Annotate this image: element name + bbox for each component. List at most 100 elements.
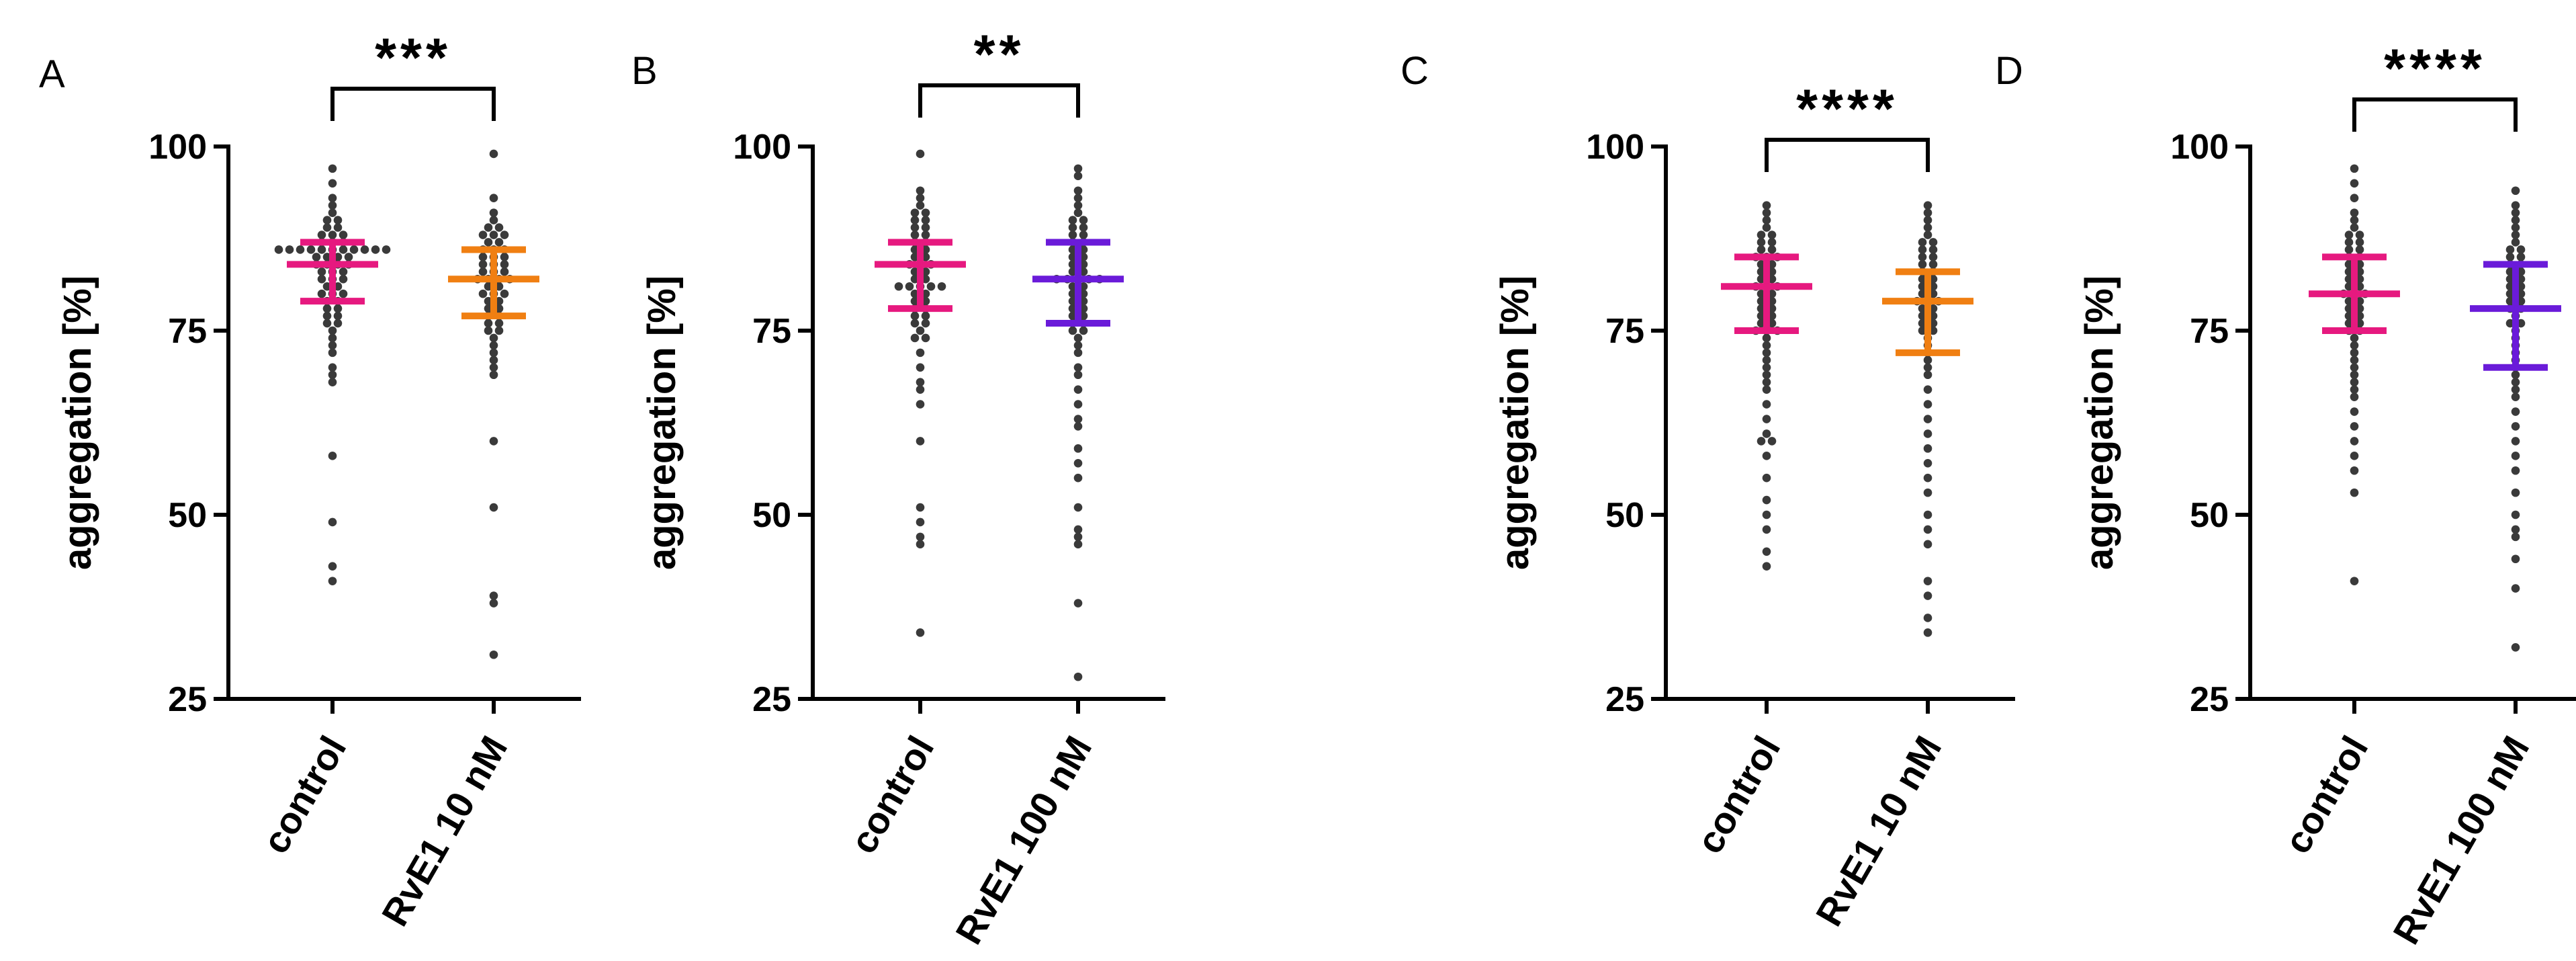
data-point [500,289,509,298]
data-point [1762,201,1771,210]
panel-letter: D [1995,49,2023,93]
data-point [916,503,925,512]
y-axis-label: aggregation [%] [640,276,684,570]
data-point [921,208,930,217]
data-point [1073,164,1083,173]
data-point [1762,223,1771,232]
data-point [1762,562,1771,571]
data-point [328,326,337,335]
data-point [494,326,504,335]
data-point [489,370,498,380]
data-point [921,231,930,239]
y-tick-label: 100 [1586,128,1644,167]
data-point [306,245,316,254]
data-point [916,186,925,196]
data-point [2511,186,2520,196]
data-point [322,311,332,321]
category-label: control [254,729,354,861]
data-point [916,628,925,637]
data-point [2350,223,2359,232]
data-point [2355,245,2364,254]
data-point [1073,444,1083,453]
data-point [1923,525,1933,534]
data-point [322,223,332,232]
data-point [339,289,348,298]
data-point [916,326,925,335]
data-point [1923,577,1933,585]
data-point [1762,429,1771,438]
data-point [2350,466,2359,475]
data-point [1762,333,1771,343]
panel-letter: C [1401,49,1429,93]
data-point [2511,216,2520,224]
data-point [1079,231,1088,239]
data-point [2511,385,2520,394]
data-point [328,363,337,372]
data-point [500,253,509,261]
category-label: RvE1 10 nM [1808,729,1950,933]
data-point [1762,415,1771,423]
data-point [1762,525,1771,534]
data-point [328,370,337,380]
data-point [1073,186,1083,196]
data-point [478,253,488,261]
data-point [1073,370,1083,380]
data-point [489,363,498,372]
significance-label: ** [974,24,1025,85]
data-point [910,231,920,239]
data-point [489,149,498,159]
data-point [2516,245,2526,254]
data-point [489,216,498,224]
data-point [371,245,380,254]
data-point [2350,194,2359,203]
data-point [2511,554,2520,564]
data-point [1923,444,1933,453]
data-point [339,267,348,276]
data-point [1923,231,1933,239]
data-point [1928,245,1938,254]
data-point [328,517,337,527]
data-point [312,253,321,261]
data-point [2511,532,2520,542]
data-point [333,216,343,224]
data-point [489,194,498,203]
y-tick-label: 25 [168,680,207,719]
data-point [1073,171,1083,181]
data-point [489,341,498,350]
data-point [328,452,337,460]
data-point [2350,164,2359,173]
data-point [500,267,509,276]
significance-bracket [330,87,496,121]
data-point [1073,473,1083,483]
data-point [2350,385,2359,394]
data-point [349,245,359,254]
data-point [910,216,920,224]
panel-letter: B [631,49,658,93]
data-point [2355,238,2364,247]
data-point [916,437,925,446]
data-point [2350,216,2359,224]
data-point [339,231,348,239]
data-point [2516,253,2526,261]
data-point [2350,488,2359,497]
data-point [1923,429,1933,438]
data-point [489,599,498,608]
category-label: control [2276,729,2376,861]
data-point [2350,452,2359,460]
data-point [2350,407,2359,416]
data-point [1068,216,1077,224]
data-point [1923,614,1933,622]
data-point [1767,245,1777,254]
data-point [2511,231,2520,239]
data-point [1757,245,1766,254]
data-point [1767,238,1777,247]
data-point [2350,356,2359,365]
significance-bracket [1765,138,1930,172]
data-point [1762,378,1771,387]
data-point [2511,223,2520,232]
data-point [916,194,925,203]
data-point [2350,422,2359,431]
data-point [2344,245,2354,254]
data-point [1923,356,1933,365]
data-point [910,333,920,343]
